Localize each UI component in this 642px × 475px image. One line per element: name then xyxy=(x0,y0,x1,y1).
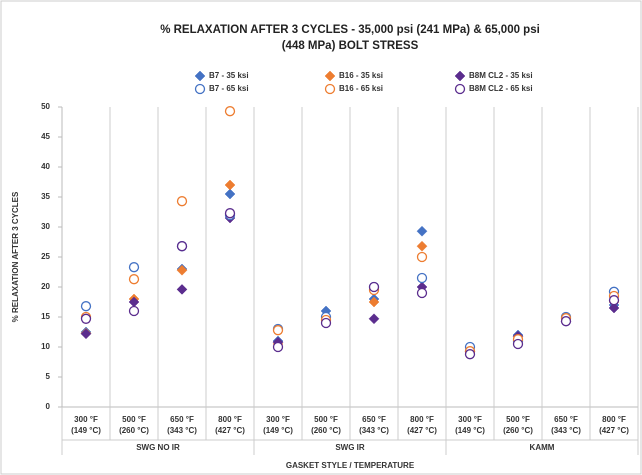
x-tick-label: (427 °C) xyxy=(407,426,437,435)
x-tick-label: (343 °C) xyxy=(551,426,581,435)
legend-marker xyxy=(454,70,466,82)
y-tick-label: 40 xyxy=(41,162,50,171)
point xyxy=(560,316,572,327)
legend-marker xyxy=(194,83,206,95)
y-tick-label: 15 xyxy=(41,312,50,321)
point xyxy=(416,251,428,263)
y-tick-label: 30 xyxy=(41,222,50,231)
chart-title: % RELAXATION AFTER 3 CYCLES - 35,000 psi… xyxy=(160,24,540,36)
x-tick-label: (260 °C) xyxy=(119,426,149,435)
y-tick-label: 5 xyxy=(46,372,51,381)
y-tick-label: 10 xyxy=(41,342,50,351)
group-label: KAMM xyxy=(530,443,555,452)
point xyxy=(224,208,236,219)
group-label: SWG IR xyxy=(335,443,365,452)
point xyxy=(224,179,236,191)
x-tick-label: (343 °C) xyxy=(167,426,197,435)
point xyxy=(272,325,284,336)
y-tick-label: 45 xyxy=(41,132,50,141)
point xyxy=(272,341,284,353)
legend-label: B7 - 35 ksi xyxy=(209,71,249,80)
legend-marker xyxy=(324,70,336,82)
point xyxy=(176,264,188,276)
x-tick-label: (149 °C) xyxy=(71,426,101,435)
point xyxy=(416,287,428,299)
x-tick-label: 300 °F xyxy=(458,415,482,424)
x-tick-label: 500 °F xyxy=(122,415,146,424)
chart-title: (448 MPa) BOLT STRESS xyxy=(282,40,419,52)
point xyxy=(128,262,140,273)
x-tick-label: 300 °F xyxy=(266,415,290,424)
x-tick-label: (149 °C) xyxy=(263,426,293,435)
point xyxy=(320,317,332,329)
x-tick-label: (260 °C) xyxy=(311,426,341,435)
y-axis-label: % RELAXATION AFTER 3 CYCLES xyxy=(11,191,20,322)
x-tick-label: (427 °C) xyxy=(599,426,629,435)
legend-label: B16 - 35 ksi xyxy=(339,71,383,80)
x-tick-label: (149 °C) xyxy=(455,426,485,435)
legend-marker xyxy=(194,70,206,82)
group-label: SWG NO IR xyxy=(136,443,180,452)
point xyxy=(368,296,380,308)
x-tick-label: (260 °C) xyxy=(503,426,533,435)
x-tick-label: 650 °F xyxy=(362,415,386,424)
y-tick-label: 25 xyxy=(41,252,50,261)
point xyxy=(80,313,92,324)
legend-label: B7 - 65 ksi xyxy=(209,84,249,93)
point xyxy=(512,338,524,350)
x-tick-label: (427 °C) xyxy=(215,426,245,435)
y-tick-label: 50 xyxy=(41,102,50,111)
point xyxy=(368,281,380,293)
point xyxy=(80,328,92,340)
x-tick-label: 650 °F xyxy=(554,415,578,424)
legend-marker xyxy=(324,83,336,95)
point xyxy=(80,301,92,312)
x-tick-label: 800 °F xyxy=(602,415,626,424)
y-tick-label: 0 xyxy=(46,402,51,411)
point xyxy=(224,106,236,117)
legend-label: B8M CL2 - 65 ksi xyxy=(469,84,533,93)
x-tick-label: 500 °F xyxy=(314,415,338,424)
x-tick-label: (343 °C) xyxy=(359,426,389,435)
x-tick-label: 800 °F xyxy=(218,415,242,424)
y-tick-label: 20 xyxy=(41,282,50,291)
point xyxy=(416,240,428,252)
point xyxy=(608,295,620,306)
x-tick-label: 300 °F xyxy=(74,415,98,424)
legend-marker xyxy=(454,83,466,95)
legend-label: B8M CL2 - 35 ksi xyxy=(469,71,533,80)
x-tick-label: 500 °F xyxy=(506,415,530,424)
point xyxy=(368,313,380,325)
point xyxy=(176,196,188,207)
point xyxy=(176,241,188,252)
y-tick-label: 35 xyxy=(41,192,50,201)
legend-label: B16 - 65 ksi xyxy=(339,84,383,93)
x-tick-label: 650 °F xyxy=(170,415,194,424)
point xyxy=(128,305,140,317)
point xyxy=(224,188,236,200)
point xyxy=(464,349,476,360)
point xyxy=(176,284,188,295)
point xyxy=(416,225,428,237)
x-tick-label: 800 °F xyxy=(410,415,434,424)
point xyxy=(608,302,620,314)
x-axis-label: GASKET STYLE / TEMPERATURE xyxy=(286,461,415,470)
point xyxy=(128,274,140,285)
point xyxy=(416,272,428,284)
